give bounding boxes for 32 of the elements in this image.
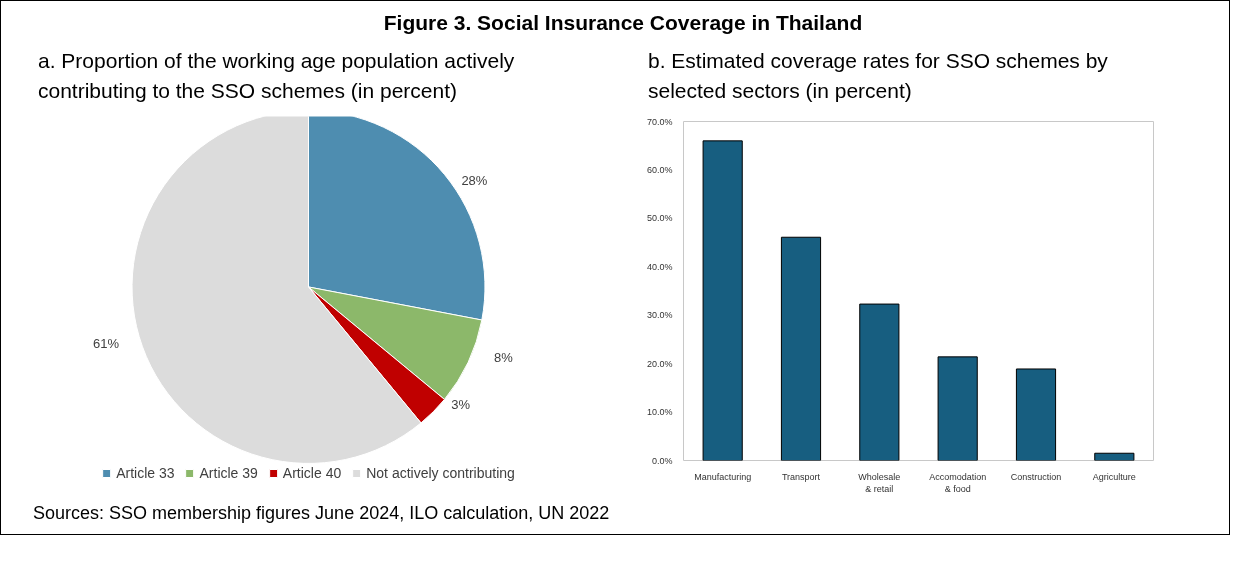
data-label: 61%	[92, 335, 120, 351]
bar	[1015, 368, 1057, 461]
y-tick-label: 40.0%	[646, 261, 673, 272]
chart-subtitle: a. Proportion of the working age population actively contributing to the SSO schemes (in percent)	[38, 48, 516, 104]
legend-label: Article 40	[282, 465, 342, 481]
y-tick-label: 70.0%	[646, 116, 673, 127]
x-tick-label: Wholesale & retail	[858, 471, 901, 494]
bar	[937, 356, 978, 461]
y-tick-label: 50.0%	[646, 213, 673, 224]
chart-title: b. Estimated coverage rates for SSO schemes by selected sectors (in percent)	[648, 48, 1109, 104]
y-tick-label: 10.0%	[646, 407, 673, 418]
bar	[859, 303, 900, 461]
legend-label: Article 33	[116, 465, 175, 481]
data-label: 8%	[493, 350, 514, 366]
x-tick-label: Construction	[1010, 471, 1062, 482]
text: Figure 3. Social Insurance Coverage in Thailand	[383, 10, 863, 36]
data-label: 28%	[461, 173, 488, 189]
legend-label: Not actively contributing	[366, 465, 515, 481]
y-tick-label: 20.0%	[646, 358, 673, 369]
source-note: Sources: SSO membership figures June 2024, ILO calculation, UN 2022	[33, 502, 610, 525]
bar	[780, 236, 822, 461]
y-tick-label: 60.0%	[646, 164, 673, 175]
data-label: 3%	[451, 397, 471, 413]
x-tick-label: Accomodation & food	[929, 471, 987, 494]
bar	[1094, 452, 1135, 461]
x-tick-label: Manufacturing	[694, 471, 752, 482]
legend-label: Article 39	[199, 465, 258, 481]
y-tick-label: 30.0%	[646, 310, 673, 321]
x-tick-label: Agriculture	[1092, 471, 1136, 482]
x-tick-label: Transport	[781, 471, 821, 482]
bar	[702, 140, 743, 461]
y-tick-label: 0.0%	[651, 455, 673, 466]
